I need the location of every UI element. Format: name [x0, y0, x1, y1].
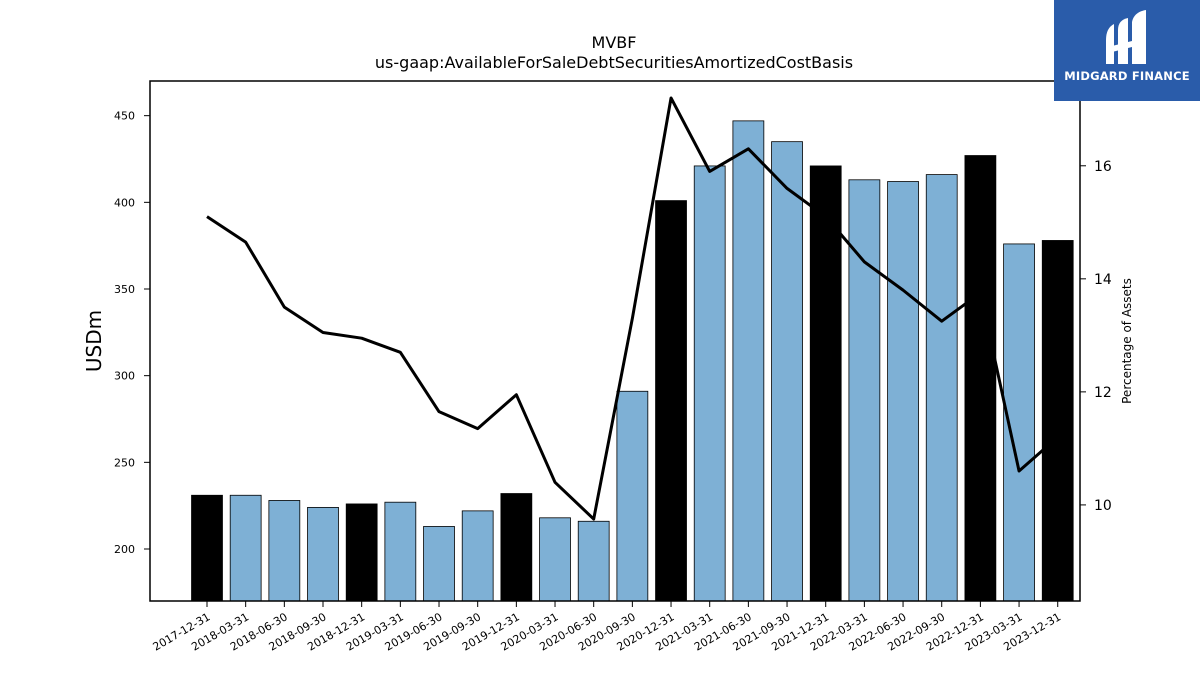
- bar: [693, 165, 726, 602]
- y-axis-left: 200 250 300 350 400 450: [114, 110, 150, 556]
- chart-title: MVBF: [592, 33, 637, 52]
- bar: [345, 503, 378, 602]
- y-tick-label: 200: [114, 543, 135, 556]
- bar: [925, 174, 958, 602]
- plot-frame: [149, 80, 1081, 602]
- bar: [307, 506, 339, 602]
- y2-tick-label: 12: [1094, 385, 1112, 401]
- percent-line-series: [206, 96, 1059, 521]
- y-tick-label: 450: [114, 110, 135, 123]
- y2-tick-label: 10: [1094, 498, 1112, 514]
- y2-tick-label: 16: [1094, 159, 1112, 175]
- bar: [848, 179, 881, 602]
- bar: [384, 501, 417, 602]
- y-tick-label: 350: [114, 283, 135, 296]
- chart-subtitle: us-gaap:AvailableForSaleDebtSecuritiesAm…: [375, 53, 853, 72]
- y-tick-label: 400: [114, 196, 135, 209]
- bar: [461, 510, 494, 602]
- bar: [268, 500, 301, 602]
- y-axis-right: 10 12 14 16: [1080, 159, 1112, 514]
- bar: [771, 141, 803, 602]
- bar-series: [191, 120, 1074, 602]
- bar: [539, 517, 571, 602]
- logo-text: MIDGARD FINANCE: [1064, 69, 1190, 83]
- bar: [1041, 240, 1074, 602]
- y2-axis-label: Percentage of Assets: [1120, 278, 1134, 404]
- logo-mark-icon: [1106, 10, 1146, 64]
- bar: [191, 494, 223, 602]
- percent-line: [206, 96, 1059, 521]
- bar: [423, 526, 455, 602]
- bar: [809, 165, 842, 602]
- midgard-finance-logo: MIDGARD FINANCE: [1054, 0, 1200, 101]
- bar: [964, 155, 997, 602]
- y-tick-label: 300: [114, 370, 135, 383]
- bar: [887, 181, 919, 602]
- bar: [229, 494, 262, 602]
- bar: [577, 520, 610, 602]
- y-tick-label: 250: [114, 456, 135, 469]
- bar: [655, 200, 687, 602]
- y2-tick-label: 14: [1094, 272, 1112, 288]
- bar: [732, 120, 765, 602]
- bar: [500, 493, 533, 602]
- y-axis-label: USDm: [82, 310, 106, 372]
- bar: [616, 390, 649, 602]
- x-axis: 2017-12-312018-03-312018-06-302018-09-30…: [151, 601, 1063, 654]
